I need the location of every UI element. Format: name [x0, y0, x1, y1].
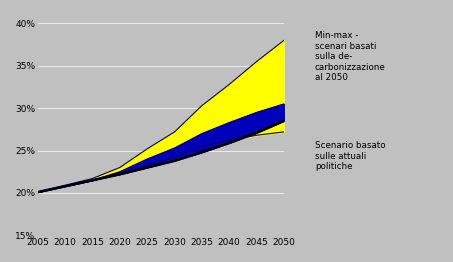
Text: Scenario basato
sulle attuali
politiche: Scenario basato sulle attuali politiche	[315, 141, 386, 171]
Text: Min-max -
scenari basati
sulla de-
carbonizzazione
al 2050: Min-max - scenari basati sulla de- carbo…	[315, 31, 386, 82]
